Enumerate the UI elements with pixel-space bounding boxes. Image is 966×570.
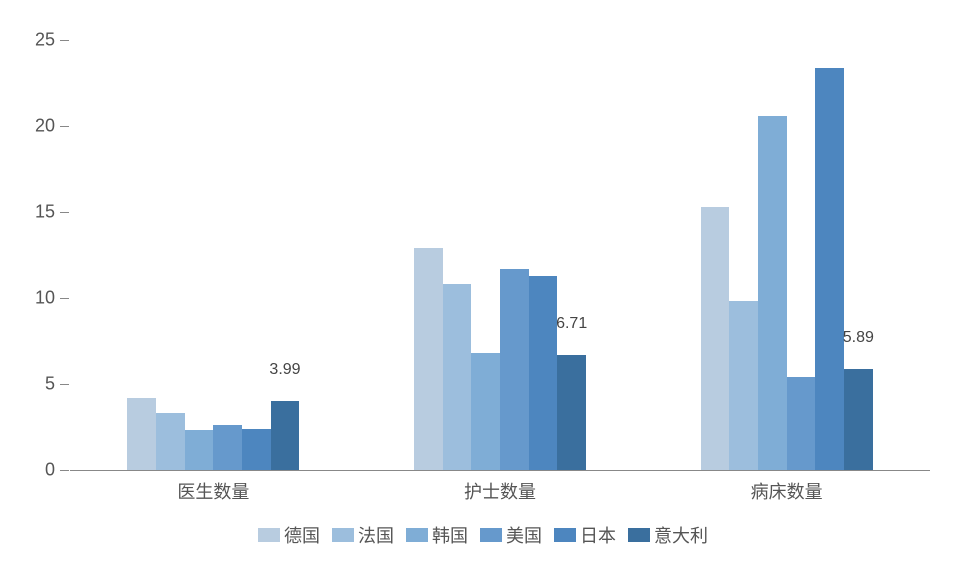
y-tick-label: 20 [0,116,55,137]
bar [213,425,242,470]
bar [443,284,472,470]
legend-swatch [406,528,428,542]
data-label: 5.89 [843,329,874,347]
y-tick [60,212,69,213]
legend-item: 意大利 [628,522,708,548]
bar [815,68,844,470]
y-tick [60,298,69,299]
category-label: 医生数量 [177,478,249,504]
y-tick [60,384,69,385]
bar [557,355,586,470]
bar [414,248,443,470]
bar [471,353,500,470]
bar [701,207,730,470]
data-label: 6.71 [556,315,587,333]
plot-area: 3.99 6.71 5.89 [70,40,930,471]
legend: 德国 法国 韩国 美国 日本 意大利 [0,522,966,548]
legend-swatch [480,528,502,542]
bar [758,116,787,470]
data-label: 3.99 [269,361,300,379]
y-tick [60,470,69,471]
legend-swatch [554,528,576,542]
bar [242,429,271,470]
bar [271,401,300,470]
legend-label: 意大利 [654,526,708,546]
bar [787,377,816,470]
y-tick-label: 10 [0,288,55,309]
y-tick-label: 0 [0,460,55,481]
y-tick-label: 5 [0,374,55,395]
bar-chart: 3.99 6.71 5.89 0 5 10 15 20 25 医生数量 护士数量 病床数量 德国 法… [0,0,966,570]
category-label: 护士数量 [464,478,536,504]
bar [127,398,156,470]
bar [844,369,873,470]
bar [529,276,558,470]
y-axis [70,40,71,470]
legend-item: 法国 [332,522,394,548]
legend-label: 美国 [506,526,542,546]
bar [156,413,185,470]
legend-label: 德国 [284,526,320,546]
legend-swatch [258,528,280,542]
legend-swatch [332,528,354,542]
legend-item: 德国 [258,522,320,548]
y-tick [60,126,69,127]
category-label: 病床数量 [751,478,823,504]
bar [729,301,758,470]
bar [185,430,214,470]
legend-label: 法国 [358,526,394,546]
y-tick-label: 15 [0,202,55,223]
y-tick [60,40,69,41]
legend-item: 韩国 [406,522,468,548]
y-tick-label: 25 [0,30,55,51]
bar [500,269,529,470]
legend-item: 日本 [554,522,616,548]
legend-label: 韩国 [432,526,468,546]
legend-item: 美国 [480,522,542,548]
legend-swatch [628,528,650,542]
legend-label: 日本 [580,526,616,546]
